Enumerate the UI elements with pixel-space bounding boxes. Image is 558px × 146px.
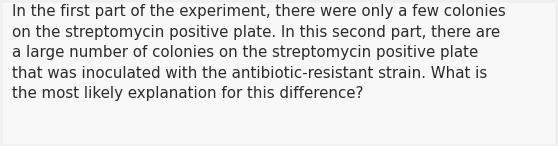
FancyBboxPatch shape — [3, 3, 555, 145]
Text: In the first part of the experiment, there were only a few colonies
on the strep: In the first part of the experiment, the… — [12, 4, 506, 101]
